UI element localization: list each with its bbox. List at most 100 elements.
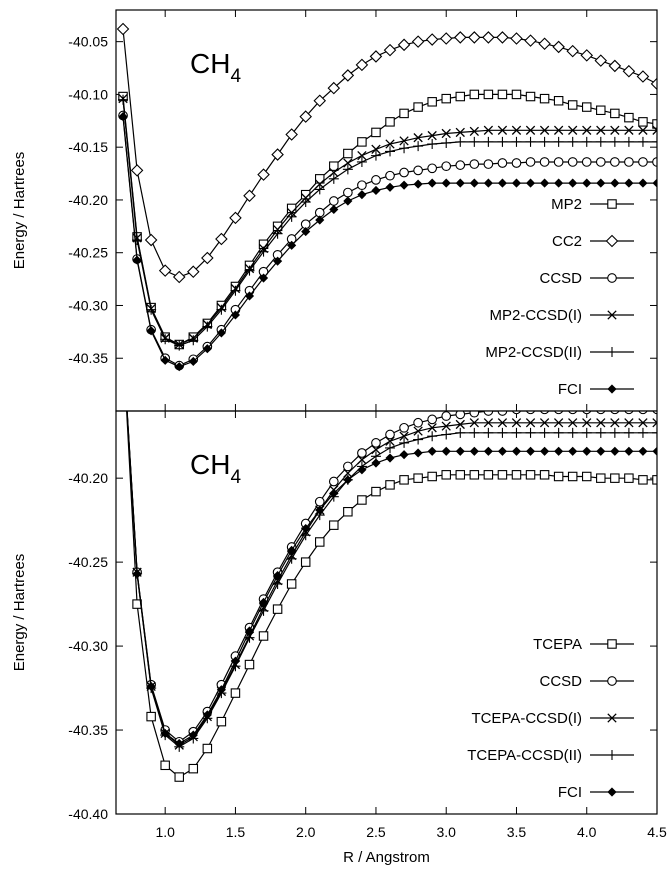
legend-label: TCEPA-CCSD(II) [467,747,582,764]
data-point [595,427,606,438]
data-point [144,233,158,247]
data-point [638,117,648,127]
x-tick-label: 2.5 [366,824,386,840]
data-point [652,411,657,415]
legend-marker [607,639,617,649]
data-point [341,69,355,82]
data-point [328,173,339,184]
legend-entry: FCI [558,784,634,801]
data-point [455,470,466,480]
data-point [567,100,578,110]
data-point [622,64,636,78]
data-point [315,537,325,547]
data-point [608,59,622,73]
legend-label: CCSD [539,270,582,287]
data-point [511,470,522,480]
data-point [371,458,381,468]
data-point [511,136,522,147]
data-point [511,125,522,135]
data-point [455,136,466,147]
data-point [510,32,523,45]
data-point [567,427,578,438]
data-point [525,125,536,135]
data-point [469,418,479,428]
data-point [554,411,564,415]
data-point [385,139,395,149]
data-point [329,167,339,178]
data-point [441,429,452,440]
y-tick-label: -40.20 [68,470,108,486]
y-tick-label: -40.10 [68,86,108,102]
data-point [399,108,409,119]
data-point [566,44,579,58]
data-point [483,89,494,100]
y-tick-label: -40.15 [68,139,108,155]
data-point [497,427,508,438]
data-point [286,211,297,222]
data-point [286,203,297,214]
data-point [371,486,381,497]
data-point [568,418,578,428]
data-point [119,343,127,351]
data-point [413,434,424,445]
data-point [496,31,509,44]
data-point [567,136,578,147]
data-point [652,125,657,135]
data-point [554,446,564,456]
y-tick-label: -40.40 [68,806,108,822]
data-point [610,473,620,483]
data-point [469,178,479,188]
data-point [118,94,129,105]
data-point [160,760,170,771]
data-point [229,211,242,225]
data-point [553,96,564,106]
data-point [539,136,550,147]
data-point [399,450,409,460]
data-point [314,496,325,507]
data-point [581,136,592,147]
data-point [413,165,423,176]
data-point [132,569,142,579]
data-point [399,167,409,178]
legend-entry: TCEPA [533,636,634,653]
data-point [343,475,353,485]
data-point [160,355,170,365]
data-point [385,146,396,157]
legend-entry: MP2 [551,196,634,213]
data-point [187,265,200,278]
legend-label: CC2 [552,233,582,250]
data-point [540,178,550,188]
data-point [287,240,297,250]
data-point [538,37,551,51]
data-point [385,170,395,181]
y-tick-label: -40.25 [68,245,108,261]
data-point [427,97,437,107]
data-point [582,411,592,415]
data-point [371,438,381,448]
data-point [174,340,185,351]
data-point [356,156,367,167]
x-tick-label: 3.0 [436,824,456,840]
series-tcepa [126,411,657,782]
legend-label: MP2 [551,196,582,213]
data-point [357,495,367,505]
data-point [119,342,127,350]
data-point [582,418,592,428]
data-point [369,50,383,63]
data-point [399,422,409,433]
data-point [609,427,620,438]
data-point [343,461,353,472]
legend-marker [607,310,617,320]
data-point [427,431,438,442]
data-point [582,446,592,456]
data-point [483,446,493,456]
data-point [455,411,466,420]
data-point [623,427,634,438]
data-point [455,160,466,170]
data-point [567,157,578,167]
data-point [385,436,395,446]
data-point [230,688,241,698]
y-axis-label: Energy / Hartrees [11,152,28,270]
data-point [343,506,353,517]
legend-marker [607,347,617,357]
